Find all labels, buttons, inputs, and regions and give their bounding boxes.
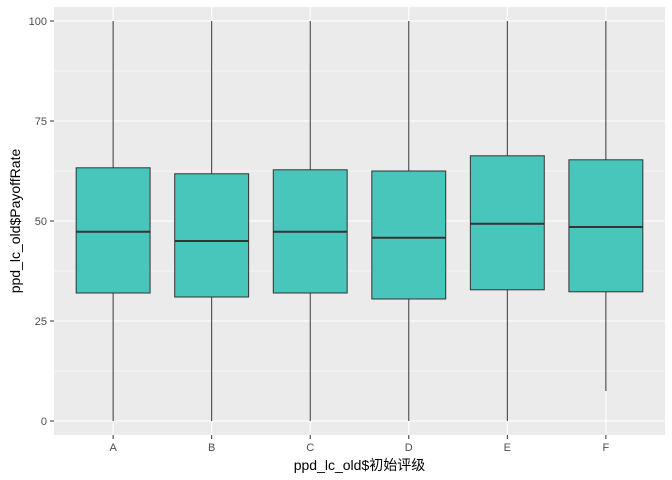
x-tick-label-C: C [306,442,314,454]
box-body-D [371,170,447,300]
x-tick-label-B: B [208,442,215,454]
box-A [75,21,151,421]
y-tick-label-0: 0 [41,416,47,428]
box-F [568,21,644,391]
box-body-E [469,155,545,291]
x-tick-label-E: E [504,442,511,454]
y-tick-label-50: 50 [35,216,47,228]
x-axis-title: ppd_lc_old$初始评级 [294,457,426,473]
x-tick-label-A: A [109,442,117,454]
x-tick-label-F: F [603,442,610,454]
box-body-A [75,167,151,294]
minor-gridlines [54,70,665,372]
x-axis: A B C D E F [109,435,610,454]
y-axis: 0 25 50 75 100 [29,16,54,428]
y-tick-label-25: 25 [35,316,47,328]
y-tick-label-100: 100 [29,16,47,28]
box-D [371,21,447,421]
x-tick-label-D: D [405,442,413,454]
y-tick-label-75: 75 [35,116,47,128]
box-body-F [568,159,644,293]
box-C [272,21,348,421]
box-E [469,21,545,421]
y-axis-title: ppd_lc_old$PayoffRate [7,149,23,294]
boxes-layer [75,21,644,421]
box-B [174,21,250,421]
box-body-B [174,173,250,298]
